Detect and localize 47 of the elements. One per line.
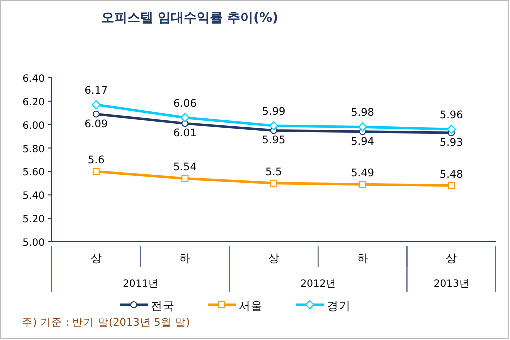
legend-label: 서울	[239, 299, 263, 313]
point	[92, 168, 100, 176]
data-label: 6.01	[174, 128, 197, 140]
x-tick-label: 상	[446, 252, 458, 265]
y-tick-label: 5.40	[22, 191, 45, 202]
point	[359, 181, 366, 188]
y-tick-label: 6.00	[22, 120, 45, 132]
x-tick-label: 상	[90, 252, 102, 265]
point	[448, 182, 456, 190]
point	[358, 122, 368, 132]
point	[182, 175, 189, 182]
text: 2011년	[123, 279, 159, 290]
legend-label: 경기	[327, 299, 351, 313]
data-label: 5.6	[88, 154, 106, 167]
legend-label: 전국	[151, 299, 175, 313]
data-label: 5.94	[351, 136, 375, 148]
point	[270, 122, 278, 131]
data-label: 5.93	[440, 137, 464, 150]
x-tick-label: 하	[180, 252, 191, 265]
data-label: 5.49	[351, 168, 374, 180]
data-label: 5.98	[351, 107, 374, 120]
y-tick-label: 5.20	[22, 214, 45, 226]
point	[92, 100, 101, 110]
x-tick-label: 상	[268, 252, 280, 265]
point	[447, 125, 456, 134]
x-tick-label: 하	[357, 252, 368, 265]
y-tick-label: 5.80	[22, 144, 45, 156]
y-tick-label: 6.20	[22, 97, 45, 108]
data-label: 5.54	[174, 162, 198, 174]
data-label: 6.17	[84, 84, 108, 97]
point	[92, 110, 100, 118]
data-label: 5.96	[440, 110, 464, 122]
chart-title: 오피스텔 임대수익률 추이(%)	[102, 11, 278, 26]
text: 2013년	[434, 279, 470, 290]
data-label: 5.95	[262, 134, 286, 147]
data-label: 6.06	[174, 98, 198, 110]
data-label: 5.48	[440, 168, 464, 181]
text: 2012년	[300, 279, 336, 290]
y-tick-label: 6.40	[22, 74, 45, 85]
data-label: 6.09	[84, 118, 108, 130]
data-label: 5.5	[266, 166, 282, 178]
point	[270, 180, 278, 187]
text: 주) 기준 : 반기 말(2013년 5월 말)	[22, 317, 190, 329]
point	[180, 113, 190, 122]
y-tick-label: 5.60	[22, 168, 45, 179]
y-tick-label: 5.00	[22, 238, 45, 249]
data-label: 5.99	[262, 106, 286, 118]
